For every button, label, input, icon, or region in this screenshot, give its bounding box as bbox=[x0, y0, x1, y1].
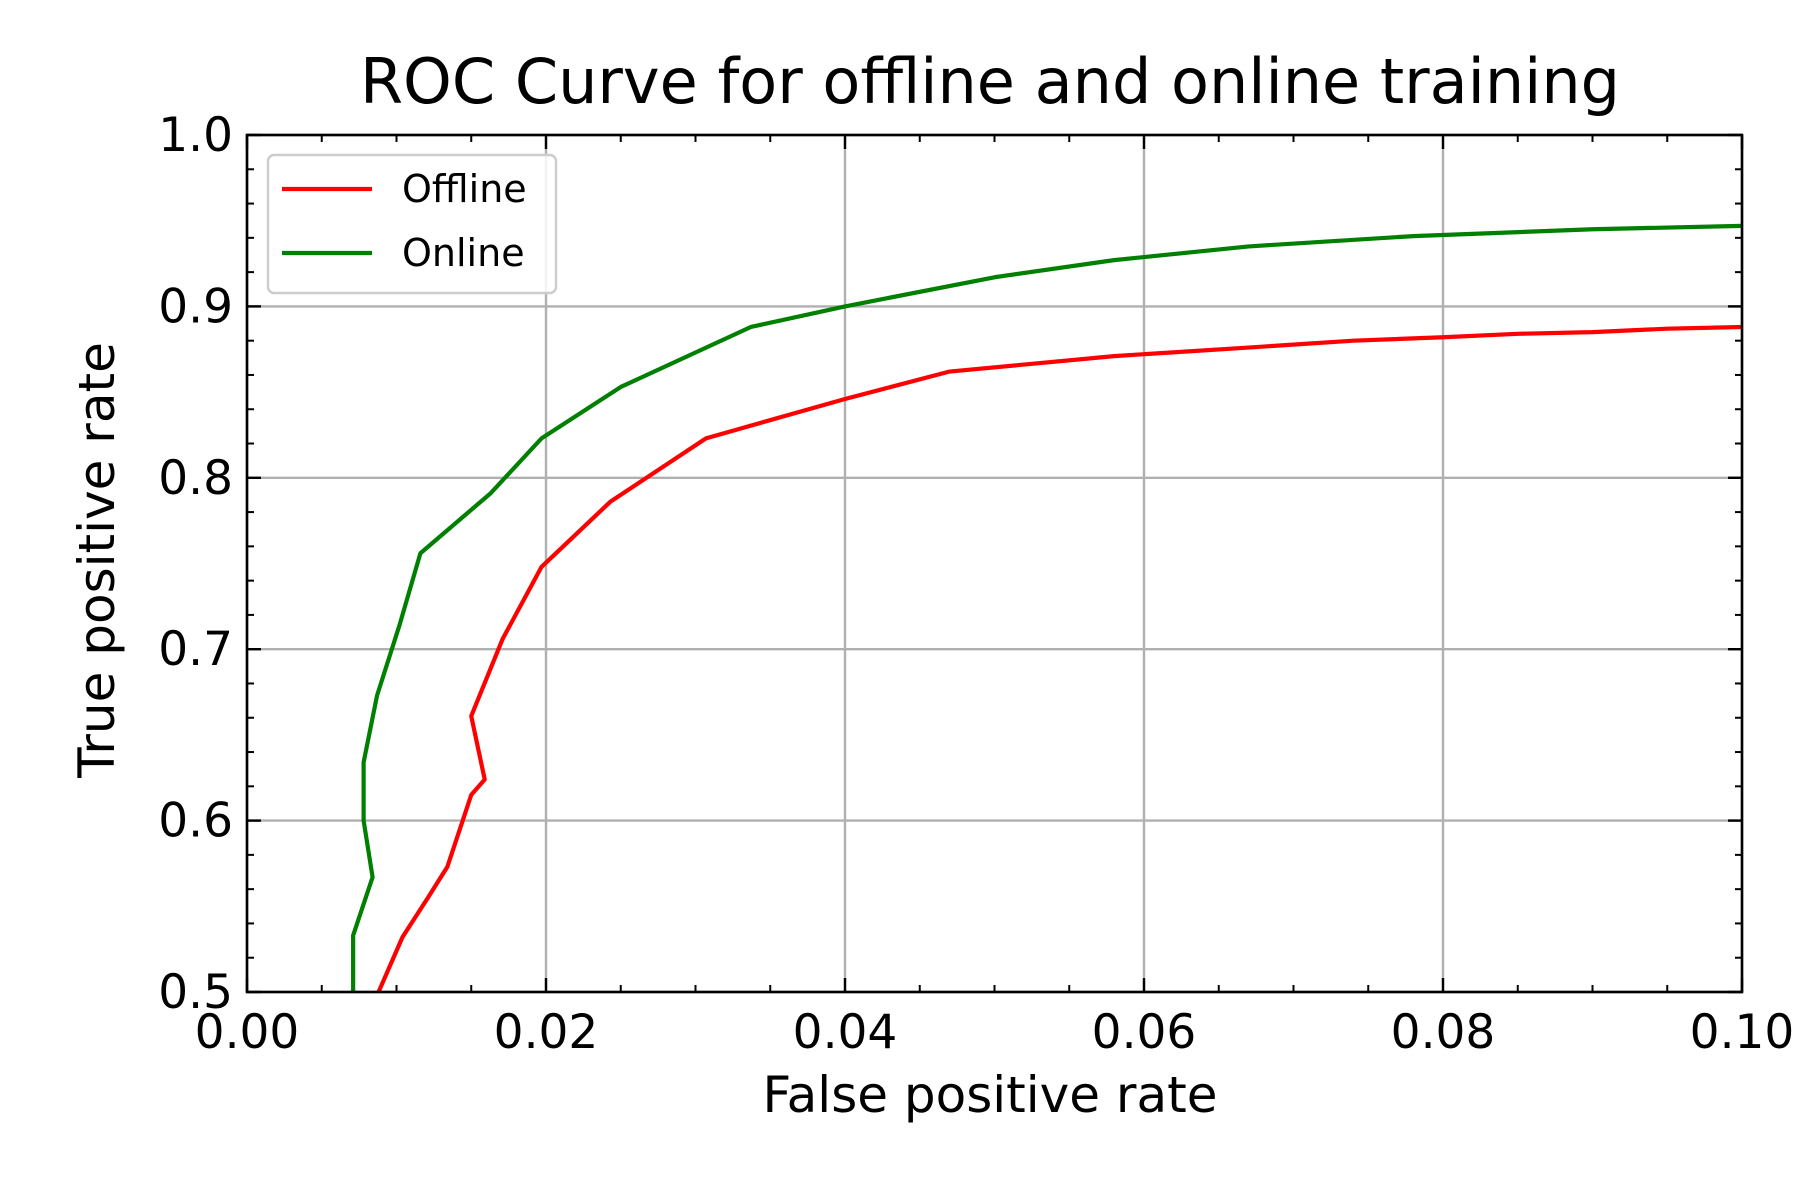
labels-layer: ROC Curve for offline and online trainin… bbox=[68, 45, 1620, 1124]
x-tick-label: 0.06 bbox=[1092, 1005, 1197, 1060]
legend-label-offline: Offline bbox=[402, 167, 527, 211]
x-axis-label: False positive rate bbox=[763, 1066, 1218, 1124]
series-layer bbox=[351, 223, 1742, 992]
y-tick-label: 0.8 bbox=[158, 451, 233, 506]
series-line-online bbox=[351, 223, 1742, 992]
y-axis-label: True positive rate bbox=[68, 342, 126, 779]
x-tick-label: 0.00 bbox=[195, 1005, 300, 1060]
x-tick-label: 0.04 bbox=[793, 1005, 898, 1060]
x-tick-label: 0.02 bbox=[494, 1005, 599, 1060]
x-tick-label: 0.10 bbox=[1690, 1005, 1795, 1060]
y-tick-label: 0.9 bbox=[158, 279, 233, 334]
legend: Offline Online bbox=[266, 153, 558, 295]
y-tick-label: 0.5 bbox=[158, 965, 233, 1020]
axes-layer: 0.00 0.02 0.04 0.06 0.08 0.10 0.5 0.6 0.7 0.8 0.9 1… bbox=[158, 108, 1794, 1060]
series-line-offline bbox=[376, 324, 1742, 992]
x-tick-label: 0.08 bbox=[1391, 1005, 1496, 1060]
y-tick-label: 0.6 bbox=[158, 794, 233, 849]
y-tick-label: 0.7 bbox=[158, 622, 233, 677]
y-tick-label: 1.0 bbox=[158, 108, 233, 163]
legend-label-online: Online bbox=[402, 231, 525, 275]
chart-title: ROC Curve for offline and online trainin… bbox=[360, 45, 1620, 118]
